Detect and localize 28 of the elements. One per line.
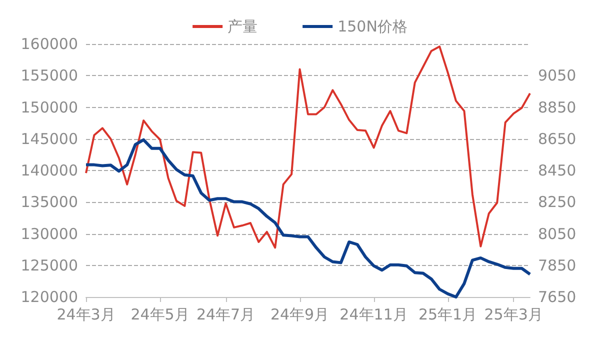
y-tick-label: 160000 — [20, 35, 78, 53]
y2-tick-label: 8850 — [538, 98, 576, 116]
x-tick-label: 24年3月 — [56, 306, 116, 324]
x-tick-label: 25年3月 — [484, 306, 543, 324]
y-tick-label: 120000 — [20, 288, 78, 306]
y-tick-label: 145000 — [20, 130, 78, 148]
y2-tick-label: 9050 — [538, 66, 576, 85]
y-tick-label: 125000 — [20, 256, 78, 274]
y2-tick-label: 7850 — [538, 256, 576, 274]
legend-label: 产量 — [228, 18, 258, 36]
y2-tick-label: 8650 — [538, 130, 576, 148]
line-series — [85, 46, 531, 249]
y2-tick-label: 8450 — [538, 162, 576, 180]
x-tick-label: 24年9月 — [270, 306, 330, 324]
x-tick-label: 25年1月 — [418, 306, 478, 324]
legend-label: 150N价格 — [338, 18, 408, 36]
x-tick-label: 24年7月 — [196, 306, 256, 324]
line-series — [84, 138, 532, 298]
y-tick-label: 135000 — [20, 193, 78, 212]
y-tick-label: 130000 — [20, 224, 78, 243]
y2-tick-label: 8250 — [538, 193, 576, 212]
y2-tick-label: 7650 — [538, 288, 576, 306]
y2-tick-label: 8050 — [538, 224, 576, 243]
x-tick-label: 24年11月 — [340, 306, 408, 324]
y-tick-label: 140000 — [20, 162, 78, 180]
y-tick-label: 155000 — [20, 66, 78, 85]
y-tick-label: 150000 — [20, 98, 78, 116]
x-tick-label: 24年5月 — [130, 306, 190, 324]
